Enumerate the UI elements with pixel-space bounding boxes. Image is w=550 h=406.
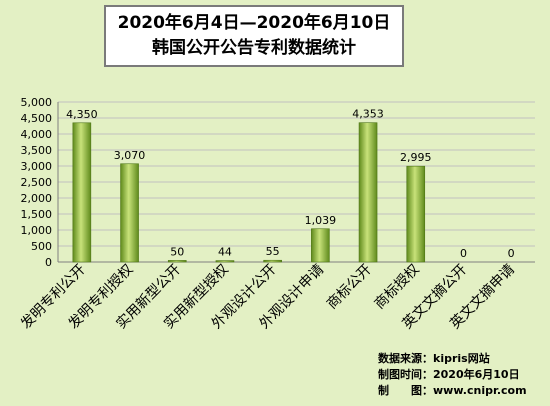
y-tick-labels: 0 500 1,000 1,500 2,000 2,500 3,000 3,500 4,000 4… (21, 96, 53, 269)
x-tick-label: 商标公开 (324, 262, 375, 313)
bar (358, 122, 378, 263)
credit-maker: 制 图：www.cnipr.com (378, 384, 527, 397)
bar (263, 259, 282, 263)
data-labels: 4,350 3,070 50 44 55 1,039 4,353 2,995 0 0 (66, 108, 515, 260)
data-label: 1,039 (305, 214, 337, 227)
bar (311, 228, 330, 263)
y-tick-label: 2,500 (21, 176, 53, 189)
data-label: 0 (508, 247, 515, 260)
bar (167, 260, 187, 263)
chart-title-line2: 韩国公开公告专利数据统计 (152, 38, 356, 58)
bars (72, 122, 426, 263)
data-label: 44 (218, 246, 232, 259)
credit-source: 数据来源：kipris网站 (378, 352, 490, 365)
y-tick-label: 3,000 (21, 160, 53, 173)
data-label: 55 (266, 245, 280, 258)
data-label: 4,350 (66, 108, 98, 121)
y-tick-label: 4,000 (21, 128, 53, 141)
y-tick-label: 0 (45, 256, 52, 269)
bar (215, 260, 235, 263)
data-label: 2,995 (400, 151, 432, 164)
bar (120, 163, 139, 263)
y-tick-label: 1,500 (21, 208, 53, 221)
data-label: 4,353 (352, 108, 384, 121)
chart-title-line1: 2020年6月4日—2020年6月10日 (117, 13, 391, 33)
y-tick-label: 3,500 (21, 144, 53, 157)
data-label: 0 (460, 247, 467, 260)
credit-date: 制图时间：2020年6月10日 (378, 368, 520, 381)
credits-block: 数据来源：kipris网站 制图时间：2020年6月10日 制 图：www.cn… (378, 351, 527, 399)
data-label: 3,070 (114, 149, 146, 162)
y-tick-label: 500 (31, 240, 52, 253)
bar (406, 165, 426, 263)
y-tick-label: 2,000 (21, 192, 53, 205)
bar (72, 122, 92, 263)
y-tick-label: 4,500 (21, 112, 53, 125)
y-tick-label: 1,000 (21, 224, 53, 237)
y-tick-label: 5,000 (21, 96, 53, 109)
data-label: 50 (170, 245, 184, 258)
chart-title-box: 2020年6月4日—2020年6月10日 韩国公开公告专利数据统计 (104, 5, 404, 67)
x-tick-labels: 发明专利公开发明专利授权实用新型公开实用新型授权外观设计公开外观设计申请商标公开… (18, 261, 518, 332)
